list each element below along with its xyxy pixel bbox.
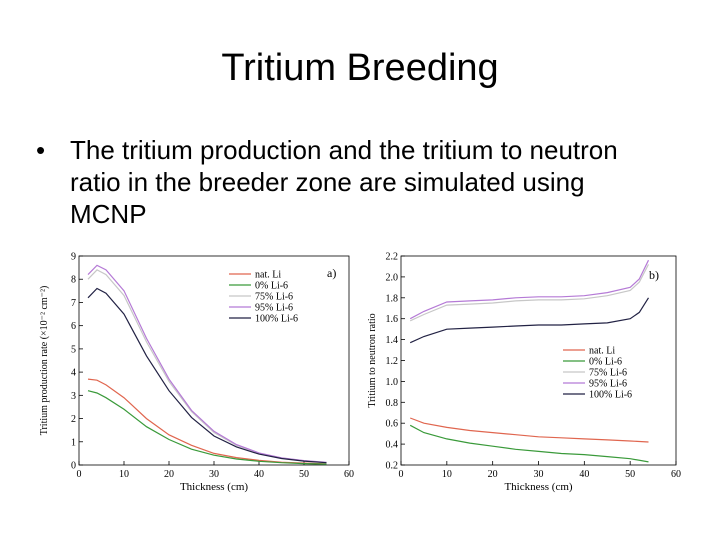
y-tick-label: 7: [71, 298, 76, 309]
x-tick-label: 30: [209, 469, 219, 480]
y-tick-label: 0.8: [386, 398, 399, 409]
series-line: [409, 259, 650, 320]
slide-title: Tritium Breeding: [221, 47, 499, 89]
x-tick-label: 40: [254, 469, 264, 480]
panel-label: a): [327, 266, 336, 280]
chart-panel-a: 0 10 20 30 40 50 60 0 1 2 3 4 5 6 7 8 9 Thickness (cm) Tri…: [39, 252, 354, 494]
y-tick-label: 1.0: [386, 377, 399, 388]
x-tick-label: 60: [344, 469, 354, 480]
y-tick-label: 1.6: [386, 314, 399, 325]
legend-label: 95% Li-6: [255, 303, 293, 314]
y-tick-label: 1.4: [386, 335, 399, 346]
legend-label: 100% Li-6: [255, 314, 298, 325]
chart-panel-b: 0 10 20 30 40 50 60 0.2 0.4 0.6 0.8 1.0 1.2 1.4 1.6 1.8…: [367, 252, 681, 494]
y-tick-label: 2.2: [386, 252, 399, 263]
series-line: [409, 424, 649, 463]
x-tick-label: 60: [671, 469, 681, 480]
y-tick-label: 1.8: [386, 293, 399, 304]
series-line: [409, 264, 650, 322]
y-tick-label: 1.2: [386, 356, 399, 367]
x-axis-label: Thickness (cm): [180, 481, 248, 493]
y-tick-label: 0: [71, 461, 76, 472]
y-tick-label: 3: [71, 391, 76, 402]
series-line: [87, 378, 327, 465]
x-tick-label: 0: [399, 469, 404, 480]
legend-label: nat. Li: [255, 270, 281, 281]
y-axis-label: Tritium to neutron ratio: [367, 313, 378, 407]
y-tick-label: 4: [71, 368, 76, 379]
legend-label: 95% Li-6: [589, 379, 627, 390]
series-line: [409, 297, 650, 344]
y-tick-label: 0.2: [386, 461, 399, 472]
y-tick-label: 6: [71, 321, 76, 332]
x-tick-label: 20: [488, 469, 498, 480]
legend-label: 75% Li-6: [589, 368, 627, 379]
x-tick-label: 0: [77, 469, 82, 480]
y-tick-label: 2: [71, 414, 76, 425]
y-axis-label: Tritium production rate (×10⁻² cm⁻²): [39, 286, 50, 436]
y-tick-label: 0.4: [386, 440, 399, 451]
y-tick-label: 8: [71, 275, 76, 286]
y-tick-label: 2.0: [386, 272, 399, 283]
plot-frame: [78, 255, 350, 466]
x-tick-label: 20: [164, 469, 174, 480]
legend-label: nat. Li: [589, 346, 615, 357]
legend-label: 0% Li-6: [589, 357, 622, 368]
panel-label: b): [649, 268, 659, 282]
x-axis-label: Thickness (cm): [504, 481, 572, 493]
y-tick-label: 9: [71, 252, 76, 263]
legend-label: 0% Li-6: [255, 281, 288, 292]
bullet-list-item: • The tritium production and the tritium…: [36, 134, 676, 230]
y-tick-label: 0.6: [386, 419, 399, 430]
x-tick-label: 50: [625, 469, 635, 480]
series-line: [87, 264, 327, 463]
legend-label: 75% Li-6: [255, 292, 293, 303]
series-line: [87, 390, 327, 465]
x-tick-label: 30: [534, 469, 544, 480]
y-tick-label: 5: [71, 344, 76, 355]
bullet-text: The tritium production and the tritium t…: [70, 135, 618, 229]
x-tick-label: 10: [119, 469, 129, 480]
plot-frame: [400, 255, 677, 466]
x-tick-label: 50: [299, 469, 309, 480]
series-line: [87, 287, 327, 464]
bullet-marker: •: [36, 135, 46, 165]
legend-label: 100% Li-6: [589, 390, 632, 401]
x-tick-label: 40: [579, 469, 589, 480]
y-tick-label: 1: [71, 437, 76, 448]
series-line: [409, 417, 649, 443]
x-tick-label: 10: [442, 469, 452, 480]
